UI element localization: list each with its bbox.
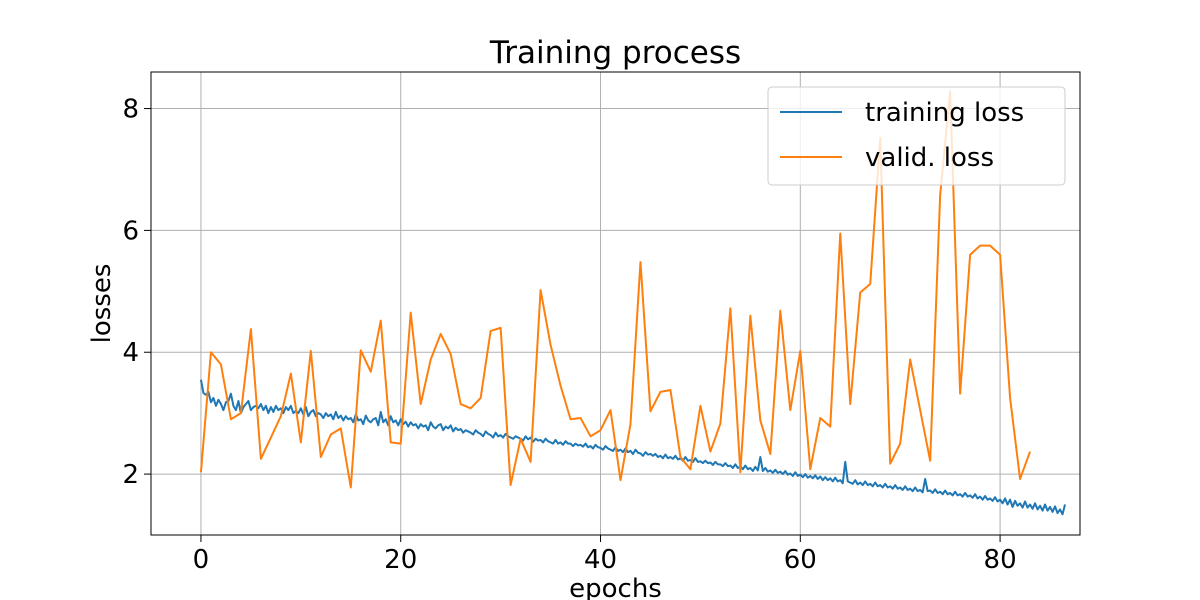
y-tick-label: 8 xyxy=(122,95,139,125)
legend-box xyxy=(767,86,1066,186)
y-tick-label: 2 xyxy=(122,460,139,490)
legend-label-training-loss: training loss xyxy=(865,98,1024,128)
ticks: 0 20 40 60 80 2 4 6 8 xyxy=(122,95,1016,575)
y-tick-label: 4 xyxy=(122,338,139,368)
x-tick-label: 40 xyxy=(584,545,617,575)
y-axis-label: losses xyxy=(87,264,117,344)
series-line-training-loss xyxy=(199,379,1066,516)
x-tick-label: 60 xyxy=(784,545,817,575)
chart-title: Training process xyxy=(489,35,741,71)
y-tick-label: 6 xyxy=(122,216,139,246)
x-axis-label: epochs xyxy=(569,574,662,600)
legend: training loss valid. loss xyxy=(767,86,1066,186)
plot-area xyxy=(199,90,1066,516)
x-tick-label: 0 xyxy=(193,545,210,575)
x-tick-label: 80 xyxy=(984,545,1017,575)
x-tick-label: 20 xyxy=(384,545,417,575)
series-line-valid-loss xyxy=(199,90,1031,489)
legend-label-valid-loss: valid. loss xyxy=(865,143,994,173)
plot-frame xyxy=(150,71,1081,536)
